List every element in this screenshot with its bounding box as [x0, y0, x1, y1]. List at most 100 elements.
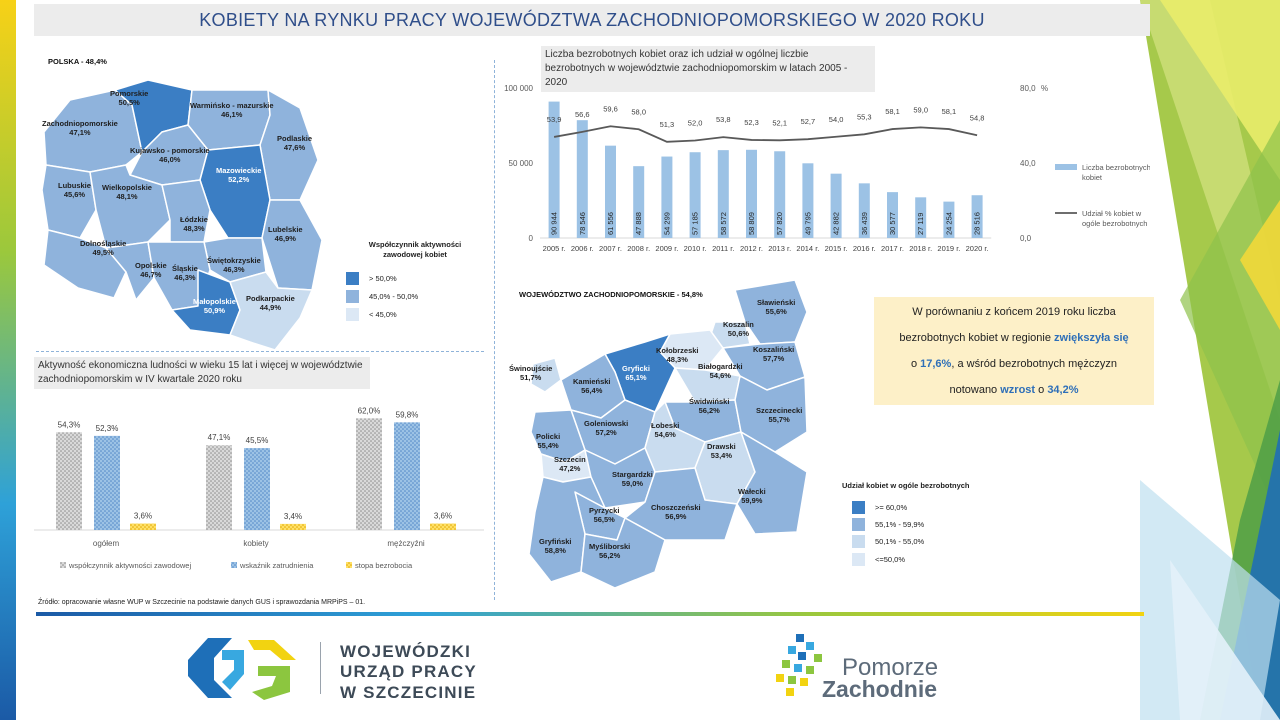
zp-label-kolobrzeski: Kołobrzeski 48,3%: [656, 346, 699, 364]
unemp-bar: [633, 166, 645, 238]
unemp-bar-label: 42 882: [832, 212, 841, 235]
poland-legend-item: < 45,0%: [346, 308, 397, 321]
activity-category-label: mężczyźni: [387, 539, 425, 548]
unemp-category-label: 2005 r.: [543, 244, 566, 253]
unemp-line-label: 55,3: [857, 112, 872, 121]
zp-label-choszczenski: Choszczeński 56,9%: [651, 503, 701, 521]
unemp-bar: [774, 151, 786, 238]
activity-bar: [244, 448, 270, 530]
unemp-bar: [689, 152, 701, 238]
note-line: notowano wzrost o 34,2%: [949, 384, 1079, 396]
activity-data-label: 47,1%: [208, 433, 231, 442]
pomorze-zachodnie-logo-icon: [776, 634, 822, 696]
wup-logo-icon: [188, 638, 296, 700]
activity-legend-label: wskaźnik zatrudnienia: [239, 561, 314, 570]
region-lubelskie: [261, 199, 323, 291]
unemp-line-label: 56,6: [575, 110, 590, 119]
activity-bar: [280, 523, 306, 530]
unemp-bar-label: 28 516: [973, 212, 982, 235]
activity-data-label: 3,6%: [134, 512, 152, 521]
unemp-legend-bar-label: kobiet: [1082, 173, 1103, 182]
activity-data-label: 3,4%: [284, 512, 302, 521]
pl-label-wielkopolskie: Wielkopolskie 48,1%: [102, 183, 152, 201]
legend-swatch: [346, 308, 359, 321]
unemp-legend-bar-swatch: [1055, 164, 1077, 170]
unemp-bar: [661, 156, 673, 238]
decorative-left-strip: [0, 0, 16, 720]
legend-swatch: [852, 553, 865, 566]
unemp-line-label: 58,1: [885, 107, 900, 116]
unemp-bar: [943, 201, 955, 238]
unemp-y-left-tick: 100 000: [504, 84, 533, 93]
unemp-category-label: 2015 r.: [825, 244, 848, 253]
unemp-category-label: 2017 r.: [881, 244, 904, 253]
pl-label-malopolskie: Małopolskie 50,9%: [193, 297, 236, 315]
divider-vertical: [494, 60, 495, 600]
unemp-y-right-tick: 0,0: [1020, 234, 1032, 243]
unemp-bar-label: 24 254: [944, 212, 953, 235]
activity-bar: [430, 523, 456, 530]
region-podkarpackie: [229, 271, 313, 351]
unemp-category-label: 2007 r.: [599, 244, 622, 253]
unemp-line-label: 54,0: [829, 115, 844, 124]
legend-swatch: [852, 535, 865, 548]
region-mysliborski: [580, 517, 666, 589]
region-lubuskie: [41, 164, 97, 239]
poland-map-heading: POLSKA - 48,4%: [48, 57, 107, 66]
wup-logo-text: WOJEWÓDZKI URZĄD PRACY W SZCZECINIE: [340, 642, 477, 702]
unemp-bar-label: 61 556: [606, 212, 615, 235]
zp-legend-item: 50,1% - 55,0%: [852, 535, 924, 548]
page-title: KOBIETY NA RYNKU PRACY WOJEWÓDZTWA ZACHO…: [199, 9, 985, 30]
pl-label-zachodniopomorskie: Zachodniopomorskie 47,1%: [42, 119, 118, 137]
activity-category-label: ogółem: [93, 539, 120, 548]
pl-label-slaskie: Śląskie 46,3%: [172, 264, 198, 282]
unemp-category-label: 2018 r.: [909, 244, 932, 253]
unemp-bar: [717, 150, 729, 238]
unemp-category-label: 2012 r.: [740, 244, 763, 253]
unemp-legend-line-label: ogóle bezrobotnych: [1082, 219, 1147, 228]
unemp-bar: [830, 173, 842, 238]
poland-legend-title: Współczynnik aktywności zawodowej kobiet: [368, 240, 462, 259]
zp-label-kamienski: Kamieński 56,4%: [573, 377, 611, 395]
zp-label-lobeski: Łobeski 54,6%: [651, 421, 680, 439]
unemp-line-label: 59,6: [603, 104, 618, 113]
unemp-legend-line-label: Udział % kobiet w: [1082, 209, 1142, 218]
activity-category-label: kobiety: [243, 539, 268, 548]
unemp-bar: [915, 197, 927, 238]
unemp-category-label: 2011 r.: [712, 244, 734, 253]
poland-map-legend: Współczynnik aktywności zawodowej kobiet…: [346, 240, 480, 321]
unemp-category-label: 2019 r.: [937, 244, 960, 253]
zp-map-legend: Udział kobiet w ogóle bezrobotnych >= 60…: [842, 481, 1002, 566]
unemp-y-right-tick: 80,0: [1020, 84, 1036, 93]
zp-legend-title: Udział kobiet w ogóle bezrobotnych: [842, 481, 970, 490]
page-title-bar: KOBIETY NA RYNKU PRACY WOJEWÓDZTWA ZACHO…: [34, 4, 1150, 36]
activity-bar: [206, 445, 232, 530]
zp-label-koszalinski: Koszaliński 57,7%: [753, 345, 795, 363]
pl-label-lubelskie: Lubelskie 46,9%: [268, 225, 303, 243]
zp-legend-item: <=50,0%: [852, 553, 905, 566]
activity-bar: [94, 435, 120, 530]
unemp-category-label: 2010 r.: [684, 244, 707, 253]
logo-divider: [320, 642, 321, 694]
unemp-category-label: 2020 r.: [966, 244, 989, 253]
unemp-category-label: 2013 r.: [768, 244, 791, 253]
unemp-bar-label: 27 119: [916, 213, 925, 235]
zp-label-koszalin: Koszalin 50,6%: [723, 320, 754, 338]
zp-label-drawski: Drawski 53,4%: [707, 442, 736, 460]
activity-chart: 54,3% 52,3% 3,6% ogółem 47,1% 45,5% 3,4% kobiet…: [34, 406, 484, 570]
zp-label-szczecinecki: Szczecinecki 55,7%: [756, 406, 803, 424]
unemp-bar-label: 54 299: [662, 212, 671, 235]
unemp-bar: [971, 195, 983, 238]
zachodniopomorskie-map: [528, 279, 808, 589]
unemp-bar-label: 57 820: [775, 212, 784, 235]
note-line: W porównaniu z końcem 2019 roku liczba: [912, 306, 1116, 318]
region-opolskie: [105, 241, 155, 301]
pl-label-opolskie: Opolskie 46,7%: [135, 261, 167, 279]
legend-swatch: [346, 272, 359, 285]
unemp-bar-label: 78 546: [578, 212, 587, 235]
zp-label-bialogardzki: Białogardzki 54,6%: [698, 362, 743, 380]
activity-bar: [56, 432, 82, 530]
activity-legend-label: współczynnik aktywności zawodowej: [68, 561, 191, 570]
pl-label-podlaskie: Podlaskie 47,6%: [277, 134, 313, 152]
pl-label-dolnoslaskie: Dolnośląskie 49,5%: [80, 239, 127, 257]
